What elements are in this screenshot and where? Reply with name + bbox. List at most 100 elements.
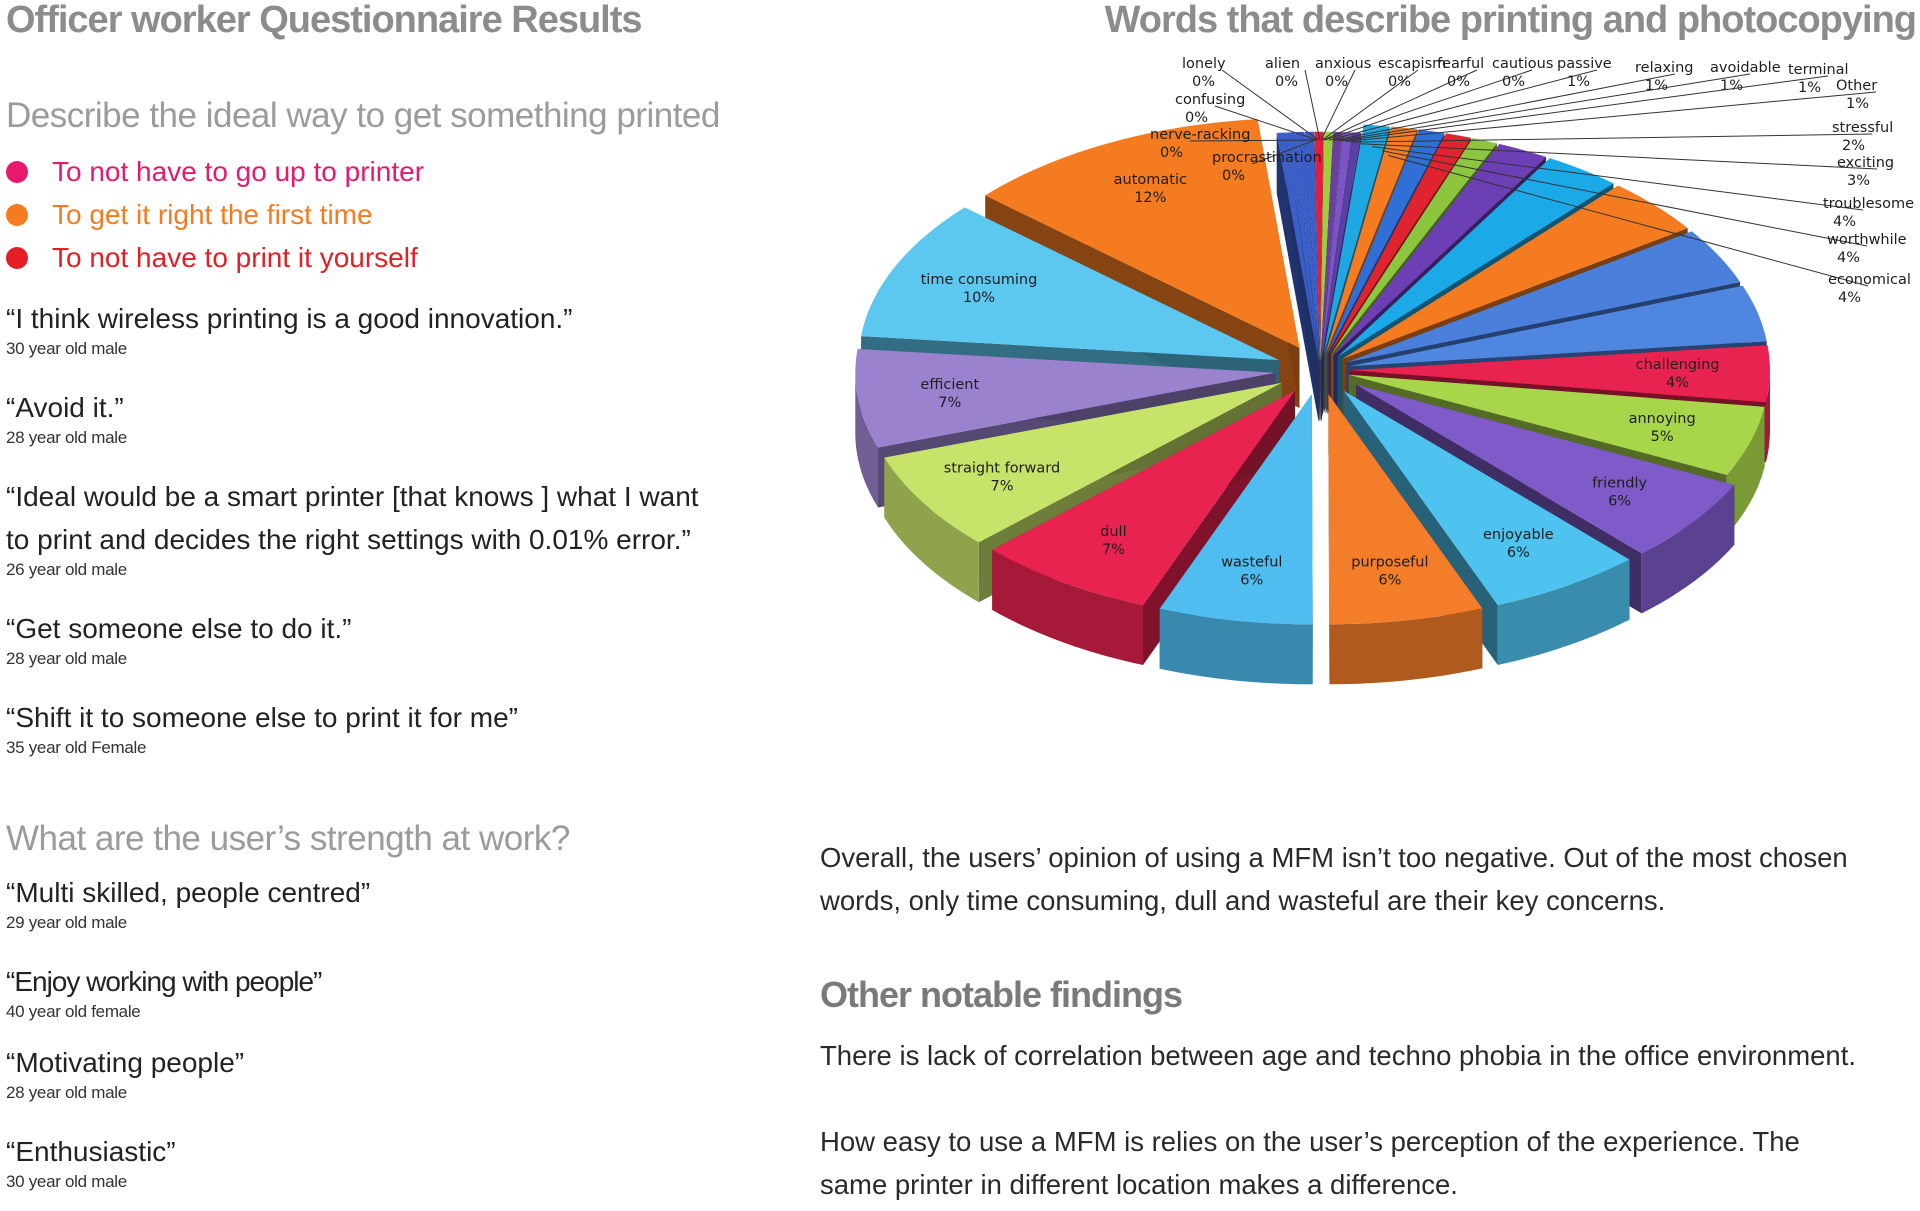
quote-text: “Get someone else to do it.” [6, 613, 352, 644]
slice-label: stressful [1832, 120, 1893, 136]
slice-label: cautious [1492, 56, 1553, 72]
slice-value-label: 0% [1275, 74, 1298, 90]
finding-text: same printer in different location makes… [820, 1169, 1458, 1200]
slice-label: lonely [1182, 56, 1226, 72]
slice-value-label: 0% [1160, 145, 1183, 161]
slice-label: terminal [1788, 62, 1849, 78]
ideal-heading: Describe the ideal way to get something … [6, 96, 720, 135]
slice-label: confusing [1175, 92, 1245, 108]
slice-label: dull [1100, 524, 1126, 540]
slice-label: procrastination [1212, 150, 1322, 166]
slice-value-label: 12% [1134, 190, 1166, 206]
leader-line [1320, 69, 1356, 141]
left-column: Officer worker Questionnaire Results Des… [6, 0, 766, 1191]
leader-line [1324, 69, 1533, 141]
slice-label: nerve-racking [1150, 127, 1250, 143]
slice-value-label: 0% [1192, 74, 1215, 90]
slice-label: troublesome [1823, 196, 1914, 212]
slice-label: economical [1828, 272, 1911, 288]
slice-value-label: 1% [1567, 74, 1590, 90]
ideal-item-text: To not have to print it yourself [52, 241, 418, 273]
quote: “Multi skilled, people centred” 29 year … [6, 871, 766, 932]
pie-slice [992, 390, 1296, 665]
slice-label: fearful [1437, 56, 1484, 72]
slice-value-label: 7% [990, 478, 1013, 494]
slice-label: challenging [1636, 357, 1720, 373]
leader-line [1372, 146, 1864, 211]
quote-text: “Avoid it.” [6, 392, 124, 423]
slice-value-label: 3% [1847, 173, 1870, 189]
slice-value-label: 4% [1838, 290, 1861, 306]
quote: “Motivating people” 28 year old male [6, 1041, 766, 1102]
slice-label: anxious [1315, 56, 1371, 72]
slice-value-label: 4% [1833, 214, 1856, 230]
leader-line [1360, 143, 1878, 170]
slice-label: annoying [1629, 411, 1696, 427]
quote-author: 28 year old male [6, 1083, 127, 1102]
findings-block: There is lack of correlation between age… [820, 1034, 1920, 1206]
ideal-item: To not have to print it yourself [6, 236, 766, 279]
ideal-item-text: To get it right the first time [52, 198, 373, 230]
summary-line: words, only time consuming, dull and was… [820, 885, 1666, 916]
slice-value-label: 0% [1502, 74, 1525, 90]
slice-value-label: 1% [1645, 78, 1668, 94]
quote: “Enjoy working with people” 40 year old … [6, 960, 766, 1021]
quote-text: “Shift it to someone else to print it fo… [6, 702, 518, 733]
leader-line [1214, 105, 1318, 141]
ideal-item: To get it right the first time [6, 193, 766, 236]
slice-value-label: 0% [1222, 168, 1245, 184]
summary-line: Overall, the users’ opinion of using a M… [820, 842, 1848, 873]
quote: “I think wireless printing is a good inn… [6, 297, 766, 358]
leader-line [1323, 69, 1478, 141]
ideal-item-text: To not have to go up to printer [52, 155, 425, 187]
slice-label: efficient [920, 377, 979, 393]
quote-text: “Enjoy working with people” [6, 966, 322, 997]
findings-title: Other notable findings [820, 974, 1183, 1015]
quote-author: 35 year old Female [6, 738, 147, 757]
pie-chart: lonely0%alien0%anxious0%escapism0%fearfu… [855, 56, 1914, 685]
slice-label: time consuming [921, 272, 1038, 288]
slice-value-label: 4% [1837, 250, 1860, 266]
quote-text: “Enthusiastic” [6, 1136, 176, 1167]
quote-author: 28 year old male [6, 428, 127, 447]
leader-line [1337, 73, 1751, 142]
quote-text-continued: to print and decides the right settings … [6, 524, 691, 555]
quote-text: “Motivating people” [6, 1047, 245, 1078]
leader-line [1387, 154, 1869, 287]
slice-value-label: 0% [1447, 74, 1470, 90]
finding-text: How easy to use a MFM is relies on the u… [820, 1126, 1800, 1157]
ideal-list: To not have to go up to printer To get i… [6, 150, 766, 279]
bullet-dot-icon [6, 160, 28, 183]
slice-label: avoidable [1710, 60, 1781, 76]
bullet-dot-icon [6, 203, 28, 226]
slice-label: Other [1836, 78, 1877, 94]
slice-value-label: 0% [1185, 110, 1208, 126]
slice-label: exciting [1837, 155, 1894, 171]
pie-slice [1159, 394, 1313, 685]
slice-value-label: 6% [1608, 493, 1631, 509]
slice-value-label: 4% [1666, 375, 1689, 391]
quote-author: 30 year old male [6, 1172, 127, 1191]
slice-label: straight forward [944, 460, 1060, 476]
slice-label: escapism [1378, 56, 1446, 72]
slice-label: wasteful [1221, 555, 1282, 571]
leader-line [1221, 69, 1319, 141]
leader-line [1304, 69, 1321, 141]
quote: “Shift it to someone else to print it fo… [6, 696, 766, 757]
slice-value-label: 0% [1325, 74, 1348, 90]
finding-text: There is lack of correlation between age… [820, 1040, 1856, 1071]
pie-slice [1328, 394, 1483, 685]
quote-text: “Multi skilled, people centred” [6, 877, 371, 908]
quote: “Get someone else to do it.” 28 year old… [6, 607, 766, 668]
quote-text: “Ideal would be a smart printer [that kn… [6, 481, 699, 512]
slice-label: alien [1265, 56, 1300, 72]
quote: “Ideal would be a smart printer [that kn… [6, 475, 766, 579]
slice-label: worthwhile [1827, 232, 1907, 248]
leader-line [1251, 139, 1316, 165]
quote: “Enthusiastic” 30 year old male [6, 1130, 766, 1191]
bullet-dot-icon [6, 246, 28, 269]
quote-author: 29 year old male [6, 913, 127, 932]
leader-line [1351, 133, 1873, 143]
slice-value-label: 7% [1102, 542, 1125, 558]
page-title: Officer worker Questionnaire Results [6, 0, 643, 41]
